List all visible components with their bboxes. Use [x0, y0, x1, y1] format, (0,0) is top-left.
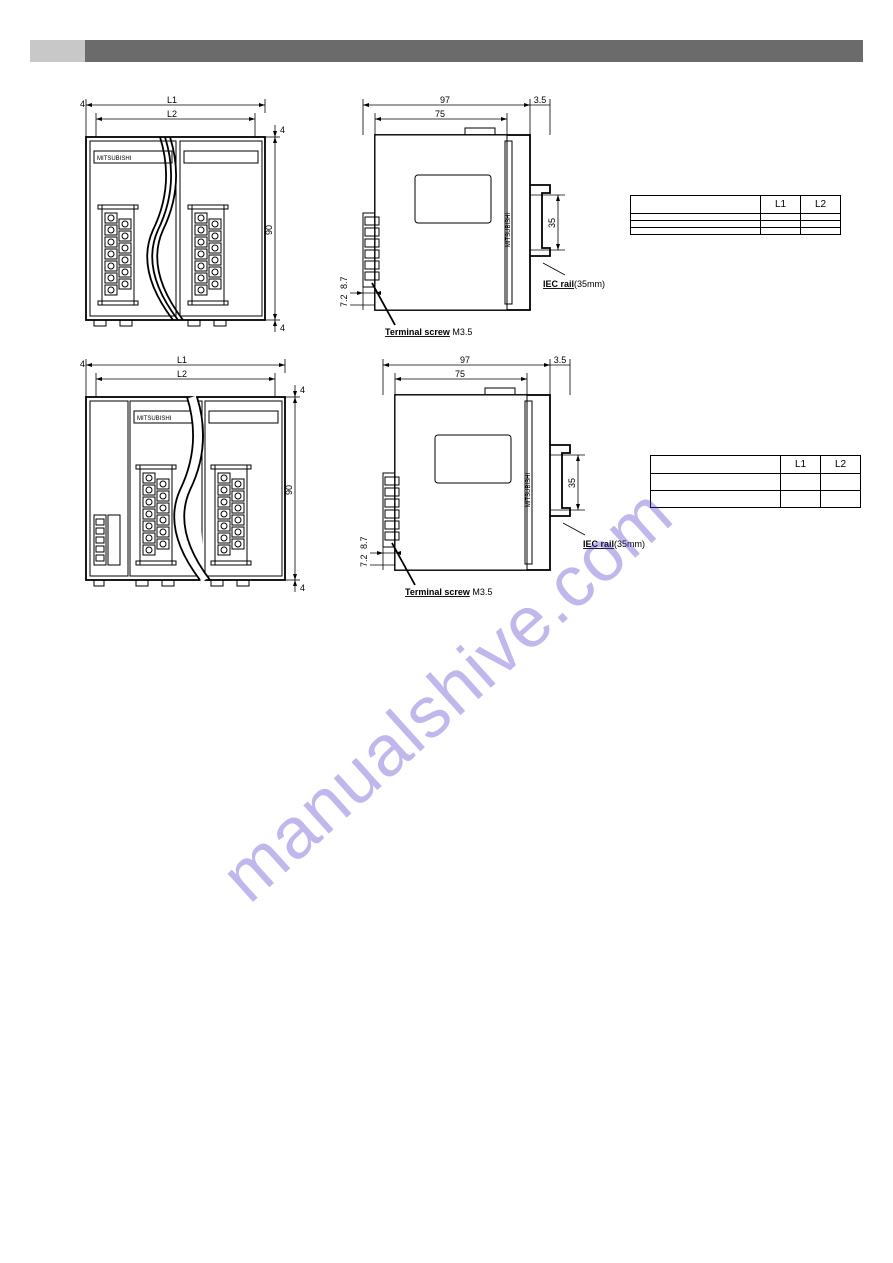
dim-l2: L2	[167, 109, 177, 119]
terminal-block-right-2	[211, 465, 251, 565]
dim-l2-2: L2	[177, 369, 187, 379]
dim-4-tr: 4	[280, 125, 285, 135]
front-view-svg-1: L1 L2 4 MITSUBISHI	[80, 95, 295, 340]
front-view-1: L1 L2 4 MITSUBISHI	[80, 95, 295, 340]
brand-label-1: MITSUBISHI	[97, 156, 132, 162]
dim-87: 8.7	[339, 276, 349, 289]
dim-35-2: 35	[567, 478, 577, 488]
terminal-screw-label-2: Terminal screw M3.5	[405, 587, 492, 597]
dim-87-2: 8.7	[359, 536, 369, 549]
dim-35: 35	[547, 218, 557, 228]
terminal-screw-label: Terminal screw M3.5	[385, 327, 472, 337]
dim-72: 7.2	[339, 294, 349, 307]
table-row	[631, 214, 841, 221]
table-row	[651, 474, 861, 491]
figure-row-1: L1 L2 4 MITSUBISHI	[80, 95, 841, 340]
dim-l1: L1	[167, 95, 177, 105]
table-row	[631, 221, 841, 228]
table-cell: L1	[761, 196, 801, 214]
table-cell: L2	[801, 196, 841, 214]
header-bar-light	[30, 40, 85, 62]
dim-75-2: 75	[455, 369, 465, 379]
dim-4-br-2: 4	[300, 583, 305, 593]
figure-row-2: L1 L2 4 MITSUBISHI	[80, 355, 861, 600]
table-row: L1 L2	[651, 456, 861, 474]
table-row	[651, 491, 861, 508]
dim-l1-2: L1	[177, 355, 187, 365]
header-bar-dark	[85, 40, 863, 62]
brand-side-2: MITSUBISHI	[526, 473, 532, 508]
dim-90: 90	[264, 225, 274, 235]
dim-4-tl-2: 4	[80, 359, 85, 369]
dim-75: 75	[435, 109, 445, 119]
front-view-2: L1 L2 4 MITSUBISHI	[80, 355, 315, 600]
dim-4-tl: 4	[80, 99, 85, 109]
iec-rail-label: IEC rail(35mm)	[543, 279, 605, 289]
header-bar	[30, 40, 863, 62]
side-view-2: 97 75 3.5 MITSUBISHI 35 IEC rail(35mm)	[345, 355, 620, 600]
iec-rail-label-2: IEC rail(35mm)	[583, 539, 645, 549]
dim-35-top-2: 3.5	[554, 355, 567, 365]
table-row: L1 L2	[631, 196, 841, 214]
dimension-table-2: L1 L2	[650, 455, 861, 508]
table-cell: L1	[781, 456, 821, 474]
terminal-block-left-2	[136, 465, 176, 565]
dimension-table-1: L1 L2	[630, 195, 841, 235]
dim-4-tr-2: 4	[300, 385, 305, 395]
dim-72-2: 7.2	[359, 554, 369, 567]
side-view-svg-1: 97 75 3.5 MITSUBISHI	[325, 95, 625, 345]
dim-35-top: 3.5	[534, 95, 547, 105]
front-view-svg-2: L1 L2 4 MITSUBISHI	[80, 355, 315, 600]
table-cell	[631, 196, 761, 214]
dim-97-2: 97	[460, 355, 470, 365]
brand-side-1: MITSUBISHI	[506, 213, 512, 248]
dim-90-2: 90	[284, 485, 294, 495]
dim-97: 97	[440, 95, 450, 105]
side-view-svg-2: 97 75 3.5 MITSUBISHI 35 IEC rail(35mm)	[345, 355, 645, 605]
table-row	[631, 228, 841, 235]
brand-label-2: MITSUBISHI	[137, 416, 172, 422]
terminal-block-left	[98, 205, 138, 305]
side-view-1: 97 75 3.5 MITSUBISHI	[325, 95, 600, 340]
table-cell: L2	[821, 456, 861, 474]
table-cell	[651, 456, 781, 474]
dim-4-br: 4	[280, 323, 285, 333]
terminal-block-right	[188, 205, 228, 305]
